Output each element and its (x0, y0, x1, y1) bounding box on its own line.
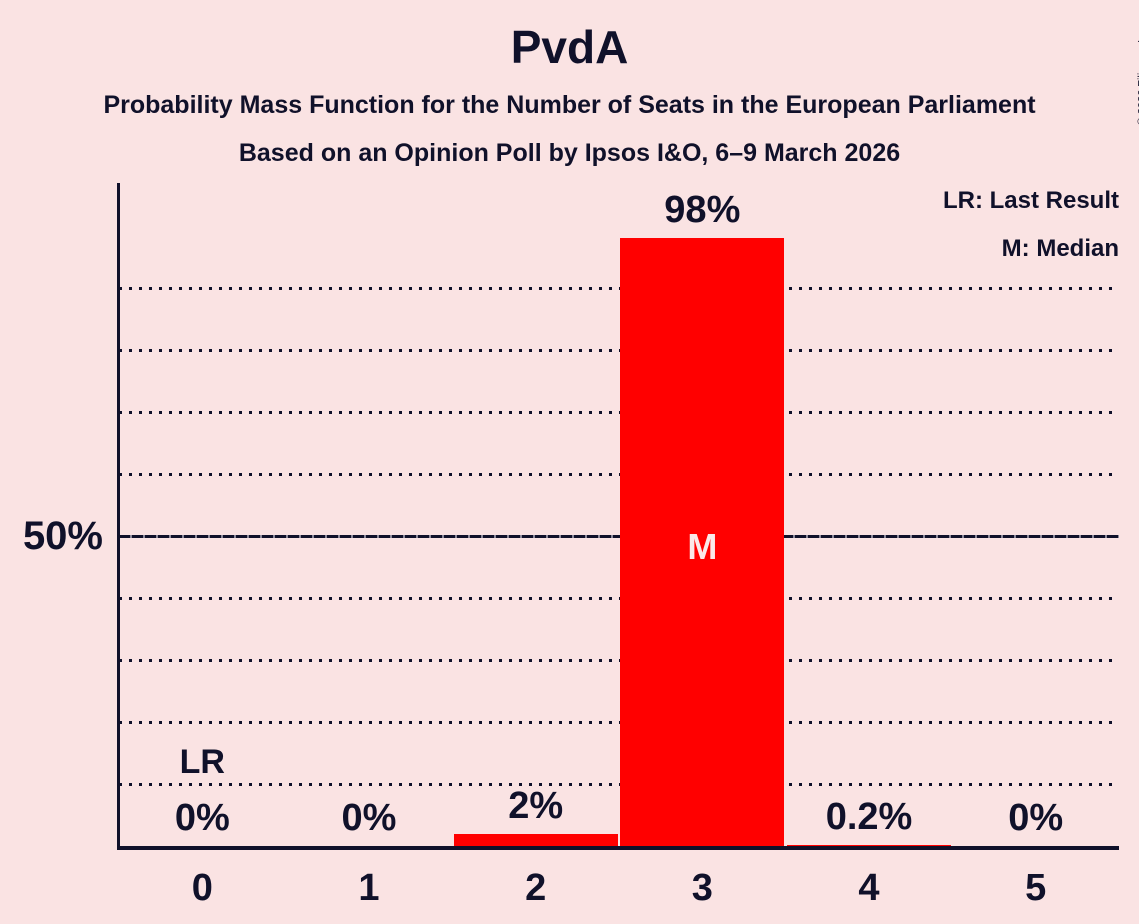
x-tick-label-2: 2 (525, 867, 547, 909)
gridline-70-percent (119, 411, 1119, 414)
chart-poll-info: Based on an Opinion Poll by Ipsos I&O, 6… (238, 139, 901, 167)
x-tick-label-3: 3 (691, 867, 713, 909)
value-label-seat-1: 0% (341, 797, 397, 839)
gridline-40-percent (119, 597, 1119, 600)
gridline-20-percent (119, 721, 1119, 724)
gridline-10-percent (119, 783, 1119, 786)
x-tick-label-0: 0 (191, 867, 213, 909)
chart-subtitle: Probability Mass Function for the Number… (103, 91, 1036, 119)
gridline-90-percent (119, 287, 1119, 290)
x-tick-label-4: 4 (858, 867, 880, 909)
chart-legend: LR: Last Result M: Median (943, 186, 1119, 282)
gridline-50-percent (119, 535, 1119, 538)
bar-seat-4 (787, 845, 951, 846)
x-tick-label-5: 5 (1025, 867, 1047, 909)
value-label-seat-2: 2% (508, 785, 564, 827)
legend-median: M: Median (1001, 235, 1119, 262)
value-label-seat-5: 0% (1008, 797, 1064, 839)
bar-seat-3 (620, 238, 785, 846)
gridline-80-percent (119, 349, 1119, 352)
x-axis-line (117, 846, 1119, 850)
last-result-annotation: LR (179, 743, 225, 781)
value-label-seat-4: 0.2% (825, 796, 913, 838)
median-annotation: M (687, 526, 718, 567)
y-axis-line (117, 183, 120, 850)
y-axis-tick-label-50: 50% (22, 514, 103, 558)
chart-title: PvdA (510, 21, 629, 73)
x-tick-label-1: 1 (358, 867, 380, 909)
gridline-60-percent (119, 473, 1119, 476)
bar-seat-2 (453, 834, 618, 846)
legend-last-result: LR: Last Result (942, 187, 1119, 214)
value-label-seat-0: 0% (174, 797, 230, 839)
value-label-seat-3: 98% (664, 189, 741, 231)
gridline-30-percent (119, 659, 1119, 662)
